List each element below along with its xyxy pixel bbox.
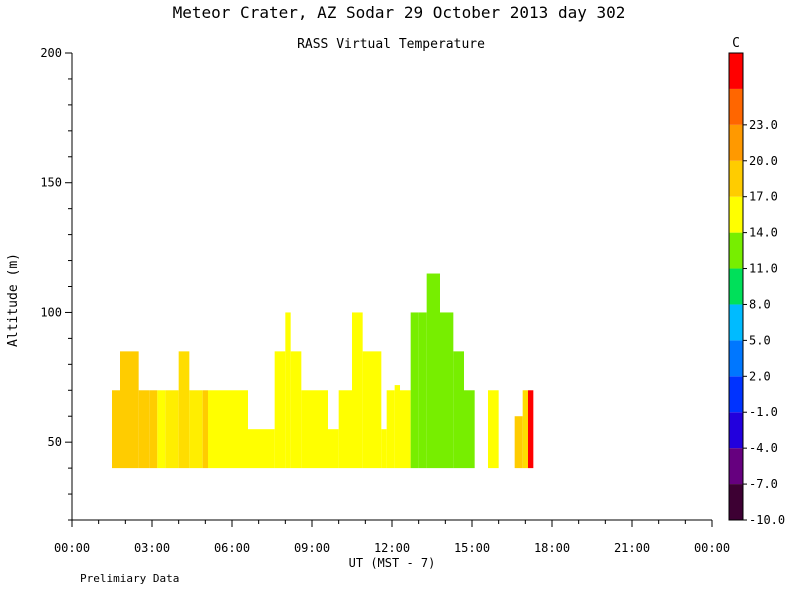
colorbar-label: -4.0 [749,441,778,455]
colorbar-swatch-7 [729,232,743,269]
temperature-cell-1 [120,351,139,469]
colorbar-unit: C [732,36,740,51]
axes: 00:00 03:00 06:00 09:00 12:00 15:00 18:00 21:00… [40,46,730,555]
colorbar-label: -7.0 [749,477,778,491]
colorbar-label: 14.0 [749,226,778,240]
colorbar-swatch-6 [729,268,743,305]
colorbar-label: 2.0 [749,369,771,383]
x-tick-label: 09:00 [294,541,330,555]
temperature-cell-26 [440,312,454,469]
colorbar-label: -1.0 [749,405,778,419]
colorbar-label: 5.0 [749,333,771,347]
colorbar-label: -10.0 [749,513,785,527]
colorbar-label: 23.0 [749,118,778,132]
colorbar-swatch-10 [729,124,743,161]
temperature-cell-19 [381,429,387,469]
colorbar-swatch-4 [729,340,743,377]
plot-data [112,273,534,469]
colorbar-swatch-11 [729,88,743,125]
colorbar: -10.0 -7.0 -4.0 -1.0 2.0 5.0 8.0 11.0 14.0 17.0 20… [728,52,785,527]
colorbar-swatch-8 [729,196,743,233]
colorbar-swatch-3 [729,376,743,413]
temperature-cell-27 [453,351,464,469]
temperature-cell-17 [352,312,363,469]
chart-title: Meteor Crater, AZ Sodar 29 October 2013 … [173,3,626,22]
temperature-cell-12 [285,312,291,469]
temperature-cell-6 [178,351,190,469]
colorbar-label: 17.0 [749,190,778,204]
colorbar-swatch-0 [729,484,743,520]
temperature-cell-18 [362,351,382,469]
temperature-cell-25 [426,273,440,469]
temperature-cell-5 [165,390,179,469]
temperature-cell-16 [338,390,352,469]
preliminary-note: Prelimiary Data [80,572,179,585]
temperature-cell-15 [328,429,339,469]
chart-subtitle: RASS Virtual Temperature [297,37,485,52]
x-tick-label: 18:00 [534,541,570,555]
colorbar-swatch-1 [729,448,743,485]
temperature-cell-0 [112,390,120,469]
x-axis-label: UT (MST - 7) [349,556,436,570]
temperature-cell-7 [189,390,203,469]
temperature-cell-21 [394,385,400,469]
temperature-cell-4 [157,390,166,469]
temperature-cell-13 [290,351,302,469]
y-tick-label: 100 [40,305,62,319]
colorbar-frame [728,52,744,521]
temperature-cell-32 [528,390,534,469]
x-tick-label: 12:00 [374,541,410,555]
temperature-cell-30 [514,416,523,469]
y-tick-label: 150 [40,176,62,190]
temperature-cell-29 [488,390,499,469]
temperature-cell-8 [202,390,208,469]
colorbar-swatch-9 [729,160,743,197]
temperature-cell-10 [248,429,275,469]
x-tick-label: 15:00 [454,541,490,555]
colorbar-swatch-12 [729,53,743,89]
x-tick-label: 21:00 [614,541,650,555]
y-tick-label: 50 [48,435,62,449]
temperature-cell-20 [386,390,395,469]
temperature-cell-24 [418,312,427,469]
temperature-cell-3 [149,390,158,469]
colorbar-label: 8.0 [749,297,771,311]
temperature-cell-22 [400,390,411,469]
temperature-cell-23 [410,312,419,469]
colorbar-label: 11.0 [749,262,778,276]
x-tick-label: 00:00 [694,541,730,555]
temperature-cell-2 [138,390,150,469]
temperature-cell-11 [274,351,286,469]
colorbar-label: 20.0 [749,154,778,168]
temperature-cell-9 [208,390,248,469]
y-tick-label: 200 [40,46,62,60]
colorbar-swatch-2 [729,412,743,449]
x-tick-label: 03:00 [134,541,170,555]
x-tick-label: 06:00 [214,541,250,555]
y-axis-label: Altitude (m) [6,253,21,347]
x-tick-label: 00:00 [54,541,90,555]
temperature-cell-14 [301,390,328,469]
colorbar-swatch-5 [729,304,743,341]
temperature-cell-28 [464,390,475,469]
temperature-cell-31 [522,390,528,469]
